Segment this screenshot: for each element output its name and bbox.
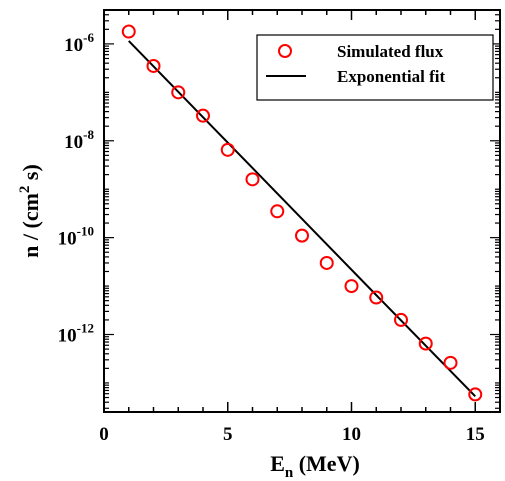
y-tick-label-base: 10	[64, 132, 83, 153]
data-marker	[295, 228, 309, 243]
data-marker	[344, 279, 359, 294]
axis-ticks	[103, 9, 501, 412]
y-tick-label-exp: -10	[77, 224, 94, 239]
y-tick-label: 10-10	[58, 224, 94, 250]
x-axis-title: En (MeV)	[270, 451, 360, 481]
y-axis-title: n / (cm2 s)	[17, 164, 43, 258]
x-axis-title-rest: (MeV)	[293, 451, 360, 476]
y-tick-label: 10-8	[64, 127, 94, 153]
data-marker	[121, 24, 136, 39]
x-tick-label: 5	[223, 424, 233, 445]
y-tick-label: 10-12	[58, 321, 94, 347]
data-marker	[270, 204, 285, 219]
data-marker	[443, 355, 458, 370]
y-tick-label-exp: -8	[83, 127, 94, 142]
data-marker	[418, 336, 433, 351]
data-marker	[220, 142, 235, 157]
x-tick-label: 0	[99, 424, 109, 445]
data-marker	[171, 85, 186, 100]
legend-marker-simulated	[278, 44, 292, 58]
x-tick-label: 15	[466, 424, 485, 445]
data-marker	[468, 387, 483, 402]
data-marker	[369, 290, 384, 305]
y-tick-label-exp: -6	[83, 30, 94, 45]
data-marker	[319, 255, 334, 270]
legend-label-simulated: Simulated flux	[337, 42, 444, 61]
data-marker	[196, 108, 210, 123]
fit-line-group	[128, 40, 476, 397]
y-tick-label: 10-6	[64, 30, 94, 56]
data-marker	[245, 172, 260, 187]
y-tick-label-base: 10	[64, 35, 83, 56]
y-axis-title-sup: 2	[17, 186, 33, 194]
x-tick-label: 10	[342, 424, 361, 445]
data-marker	[146, 58, 161, 73]
legend-box	[256, 34, 494, 101]
y-axis-title-main: n / (cm	[18, 193, 43, 258]
y-tick-label-exp: -12	[77, 321, 94, 336]
legend-label-fit: Exponential fit	[337, 67, 445, 86]
marker-group	[121, 24, 483, 402]
legend: Simulated flux Exponential fit	[256, 34, 494, 101]
x-tick-labels: 0 5 10 15	[99, 424, 485, 445]
x-axis-title-main: E	[270, 451, 285, 476]
y-tick-label-base: 10	[58, 326, 77, 347]
y-axis-title-rest: s)	[18, 164, 43, 185]
x-axis-title-sub: n	[285, 465, 294, 481]
fit-line	[128, 40, 476, 397]
data-marker	[394, 312, 408, 327]
y-tick-label-base: 10	[58, 229, 77, 250]
